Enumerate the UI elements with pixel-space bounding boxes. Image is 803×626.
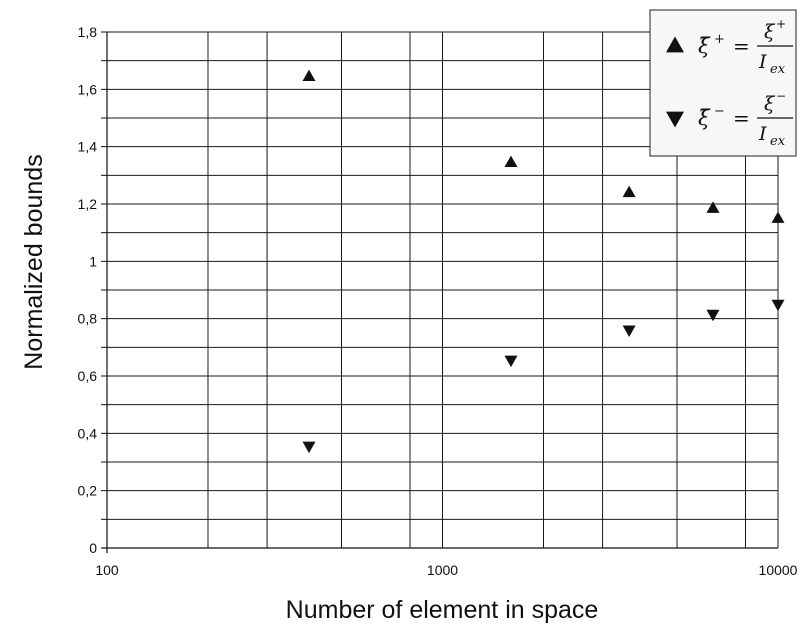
y-tick-label: 0,6 (78, 368, 98, 384)
legend-marker (666, 36, 684, 53)
data-points (302, 69, 785, 454)
x-tick-label: 100 (95, 562, 119, 578)
x-tick-label: 1000 (427, 562, 458, 578)
legend-denominator: I (758, 51, 767, 73)
y-tick-label: 1 (89, 253, 97, 269)
y-tick-label: 1,2 (78, 196, 98, 212)
legend-symbol: ξ̄ (698, 34, 711, 58)
y-tick-label: 1,8 (78, 24, 98, 40)
upper-bound-point (706, 201, 720, 213)
upper-bound-point (622, 185, 636, 198)
legend-marker (666, 111, 684, 128)
lower-bound-point (302, 441, 316, 454)
legend-equals: = (733, 106, 750, 130)
upper-bound-point (771, 211, 785, 223)
legend-numerator-sup: + (776, 17, 786, 31)
legend-symbol-sup: − (714, 104, 725, 119)
lower-bound-point (771, 299, 785, 312)
y-tick-label: 0,2 (78, 483, 98, 499)
x-axis-title: Number of element in space (286, 596, 599, 624)
legend-numerator: ξ (764, 93, 776, 115)
y-axis-title: Normalized bounds (20, 154, 48, 369)
legend-numerator: ξ (764, 21, 776, 43)
grid (106, 31, 779, 549)
axes: 0 0,2 0,4 0,6 0,8 1 1,2 1,4 1,6 1,8 100 1000 10000 (78, 24, 798, 578)
upper-bound-point (302, 69, 316, 82)
y-tick-label: 0 (89, 540, 97, 556)
upper-bound-point (504, 155, 518, 168)
legend-symbol: ξ̄ (698, 106, 711, 130)
legend-box (649, 9, 797, 157)
lower-bound-point (622, 325, 636, 337)
y-tick-label: 1,6 (78, 81, 98, 97)
legend: ξ̄ + =ξ +I exξ̄ − =ξ −I ex (649, 9, 797, 157)
legend-equals: = (733, 34, 750, 58)
lower-bound-point (504, 355, 518, 368)
y-tick-label: 0,4 (78, 425, 98, 441)
lower-bound-point (706, 309, 720, 322)
legend-denominator: I (758, 123, 767, 145)
y-tick-label: 0,8 (78, 311, 98, 327)
y-tick-label: 1,4 (78, 139, 98, 155)
legend-denominator-sub: ex (770, 62, 786, 77)
legend-numerator-sup: − (776, 89, 786, 103)
x-tick-label: 10000 (759, 562, 798, 578)
legend-denominator-sub: ex (770, 134, 786, 149)
legend-symbol-sup: + (714, 32, 725, 47)
